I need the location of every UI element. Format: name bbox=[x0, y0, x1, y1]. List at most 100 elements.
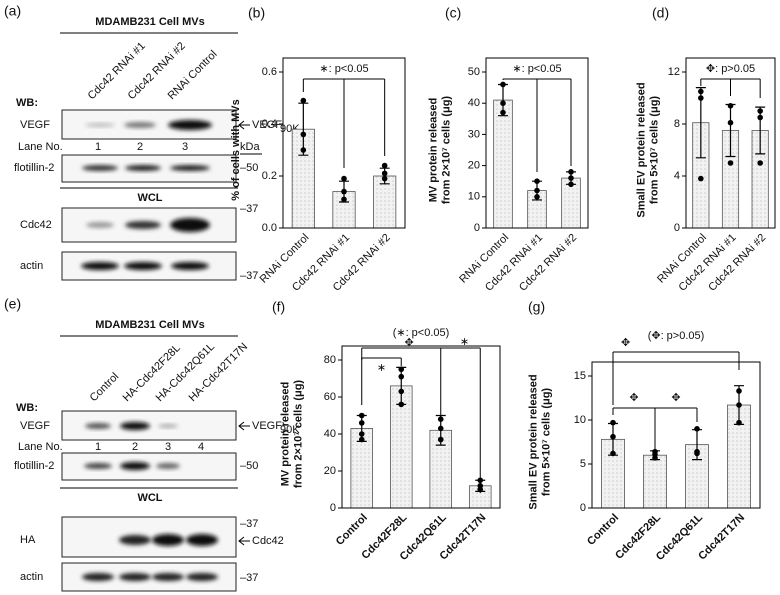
blot-panel-e: (e) MDAMB231 Cell MVs Control HA-Cdc42F2… bbox=[4, 296, 300, 592]
arrow-label: VEGF bbox=[252, 119, 282, 131]
y-tick-label: 0 bbox=[330, 502, 336, 514]
y-tick-label: 4 bbox=[674, 170, 680, 182]
y-tick-label: 30 bbox=[468, 128, 480, 140]
y-tick-label: 0.4 bbox=[262, 118, 277, 130]
y-axis-label: Small EV protein released from 5×10⁷ cell… bbox=[635, 82, 660, 217]
significance-bracket bbox=[612, 351, 740, 405]
data-point bbox=[568, 175, 574, 181]
data-point bbox=[694, 426, 700, 432]
y-tick-label: 40 bbox=[468, 97, 480, 109]
y-tick-label: 0 bbox=[474, 222, 480, 234]
data-point bbox=[757, 114, 763, 121]
data-point bbox=[534, 187, 540, 194]
mw-marker: –37 bbox=[240, 270, 258, 282]
annotation: ∗: p<0.05 bbox=[512, 63, 561, 75]
y-tick-label: 80 bbox=[324, 354, 336, 366]
row-label: actin bbox=[20, 260, 43, 272]
data-point bbox=[341, 188, 347, 195]
y-tick-label: 0.6 bbox=[262, 66, 277, 78]
panel-label: (c) bbox=[445, 5, 461, 21]
data-point bbox=[757, 108, 763, 114]
mw-marker: –37 bbox=[240, 203, 258, 215]
mw-value: 50 bbox=[246, 460, 258, 472]
mw-value: 37 bbox=[246, 572, 258, 584]
data-point bbox=[341, 175, 347, 182]
data-point bbox=[398, 366, 405, 373]
y-axis-label-line: Small EV protein released bbox=[527, 374, 539, 509]
data-point bbox=[534, 194, 540, 200]
data-point bbox=[698, 175, 704, 182]
chart: (g) 0 5 10 15 Small EV protein released from 5… bbox=[527, 299, 761, 563]
lane-number: 3 bbox=[182, 141, 188, 153]
data-point bbox=[500, 81, 506, 88]
row-label: flotillin-2 bbox=[14, 162, 54, 174]
lane-label: HA-Cdc42F28L bbox=[121, 342, 183, 404]
lane-label: HA-Cdc42T17N bbox=[187, 341, 250, 404]
arrow-subscript: 90K bbox=[280, 424, 300, 436]
y-tick-label: 15 bbox=[574, 370, 586, 382]
row-label: VEGF bbox=[20, 420, 50, 432]
y-axis-label-line: % of cells with MVs bbox=[230, 99, 242, 200]
plot-frame bbox=[485, 57, 589, 229]
wb-label: WB: bbox=[16, 97, 38, 109]
significance-bracket bbox=[302, 78, 386, 168]
y-axis-label-line: Small EV protein released bbox=[635, 82, 647, 217]
data-point bbox=[358, 412, 365, 419]
y-axis-label: MV protein released from 2×10⁷ cells (μg) bbox=[427, 96, 452, 205]
data-point bbox=[381, 170, 388, 177]
row-label: HA bbox=[20, 534, 36, 546]
data-point bbox=[736, 402, 742, 408]
panel-label: (e) bbox=[4, 296, 21, 312]
x-tick-label: Control bbox=[334, 512, 370, 548]
data-point bbox=[652, 455, 658, 461]
data-point bbox=[398, 401, 405, 408]
y-axis-label-line: from 5×10⁷ cells (μg) bbox=[648, 96, 660, 205]
y-tick-label: 0 bbox=[580, 502, 586, 514]
annotation: ∗ bbox=[460, 336, 469, 348]
lane-number: 4 bbox=[198, 441, 204, 453]
mw-marker: –50 bbox=[240, 162, 258, 174]
arrow-label: VEGF bbox=[252, 420, 282, 432]
data-point bbox=[757, 160, 763, 166]
panel-label: (d) bbox=[652, 5, 669, 21]
data-point bbox=[727, 103, 734, 109]
significance-bracket bbox=[361, 347, 481, 493]
significance-bracket bbox=[700, 78, 761, 98]
y-axis-label: MV protein released from 2×10⁷ cells (μg) bbox=[279, 380, 304, 489]
data-point bbox=[358, 436, 365, 443]
data-point bbox=[698, 88, 704, 95]
row-label: flotillin-2 bbox=[14, 460, 54, 472]
annotation: (∗: p<0.05) bbox=[393, 327, 450, 339]
y-tick-label: 10 bbox=[468, 191, 480, 203]
y-axis-label-line: from 5×10⁷ cells (μg) bbox=[540, 388, 552, 497]
lane-no-label: Lane No. bbox=[18, 441, 63, 453]
y-axis-label-line: MV protein released bbox=[427, 98, 439, 203]
panel-label: (b) bbox=[248, 5, 265, 21]
arrow-label: Cdc42 bbox=[252, 535, 284, 547]
lane-label: HA-Cdc42Q61L bbox=[154, 341, 217, 404]
blot-panel-a: (a) MDAMB231 Cell MVs Cdc42 RNAi #1 Cdc4… bbox=[4, 3, 300, 282]
annotation: ✥ bbox=[629, 392, 638, 404]
data-point bbox=[300, 147, 307, 153]
wcl-title: WCL bbox=[137, 492, 162, 504]
data-point bbox=[358, 420, 365, 426]
data-point bbox=[736, 419, 742, 426]
blot-title: MDAMB231 Cell MVs bbox=[95, 16, 204, 28]
data-point bbox=[727, 119, 734, 126]
y-tick-label: 20 bbox=[324, 465, 336, 477]
annotation: ✥ bbox=[671, 392, 680, 404]
lane-number: 3 bbox=[165, 441, 171, 453]
data-point bbox=[610, 450, 616, 457]
lane-number: 1 bbox=[95, 141, 101, 153]
data-point bbox=[610, 433, 616, 440]
data-point bbox=[500, 109, 506, 116]
lane-label: Control bbox=[88, 371, 122, 405]
annotation: ∗: p<0.05 bbox=[319, 63, 368, 75]
y-axis-label: Small EV protein released from 5×10⁷ cell… bbox=[527, 374, 552, 509]
data-point bbox=[610, 419, 616, 426]
data-point bbox=[300, 131, 307, 138]
data-point bbox=[398, 373, 405, 380]
lane-no-label: Lane No. bbox=[18, 141, 63, 153]
panel-label: (a) bbox=[4, 3, 21, 19]
